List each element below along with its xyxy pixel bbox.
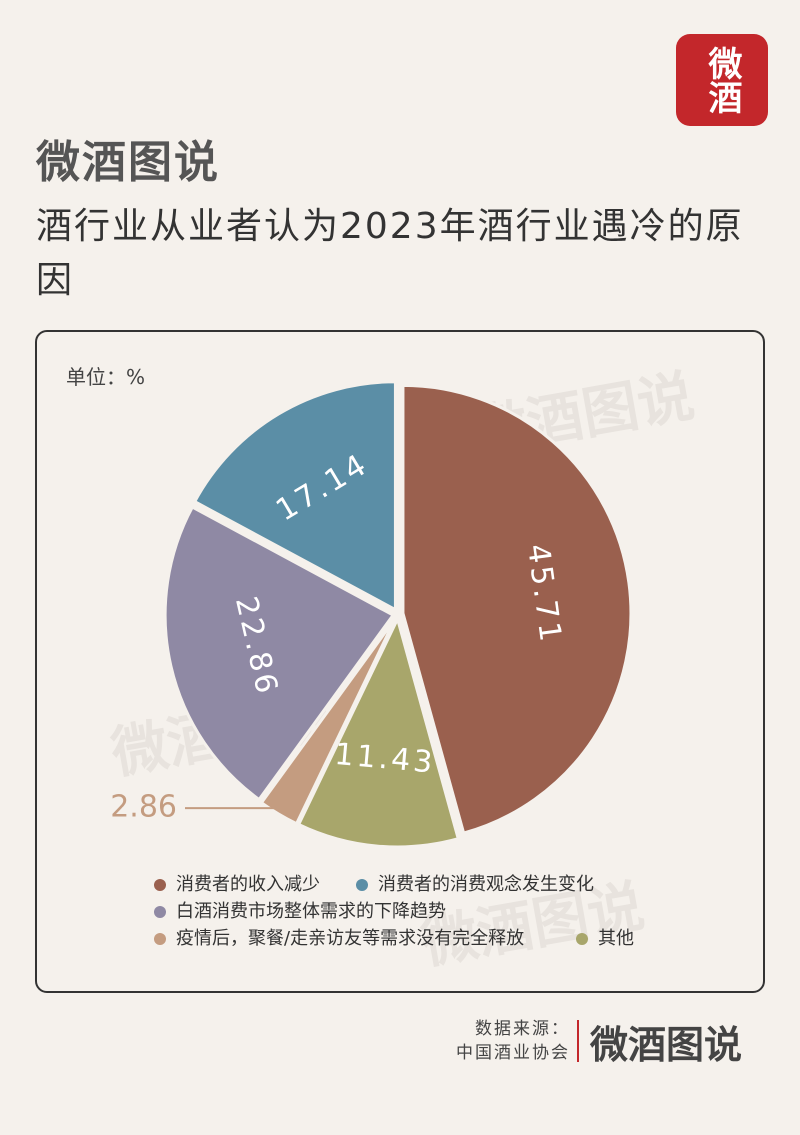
pie-slice <box>192 380 397 613</box>
separator <box>577 1020 579 1062</box>
legend-label: 消费者的消费观念发生变化 <box>378 873 594 895</box>
footer-brand: 微酒图说 <box>590 1023 743 1067</box>
legend-marker <box>356 879 368 891</box>
legend-marker <box>154 906 166 918</box>
unit-label: 单位：% <box>66 365 145 389</box>
legend-label: 其他 <box>598 928 634 949</box>
chart-panel <box>35 330 765 993</box>
legend-marker <box>154 933 166 945</box>
legend-marker <box>576 933 588 945</box>
pie-slice <box>296 614 461 849</box>
pie-slice <box>259 617 397 826</box>
legend-marker <box>154 879 166 891</box>
legend-label: 白酒消费市场整体需求的下降趋势 <box>176 901 446 922</box>
legend-label: 消费者的收入减少 <box>176 874 320 895</box>
legend-label: 疫情后，聚餐/走亲访友等需求没有完全释放 <box>176 928 524 949</box>
data-label: 2.86 <box>110 790 177 825</box>
pie-slice <box>401 383 633 835</box>
chart-title: 酒行业从业者认为2023年酒行业遇冷的原因 <box>36 206 744 301</box>
brand: 微酒图说 <box>36 137 220 188</box>
source: 数据来源： 中国酒业协会 <box>440 1017 570 1065</box>
logo: 微酒 <box>676 34 768 126</box>
source-label: 数据来源： <box>475 1019 570 1039</box>
source-value: 中国酒业协会 <box>456 1043 570 1063</box>
pie-slice <box>163 505 396 802</box>
